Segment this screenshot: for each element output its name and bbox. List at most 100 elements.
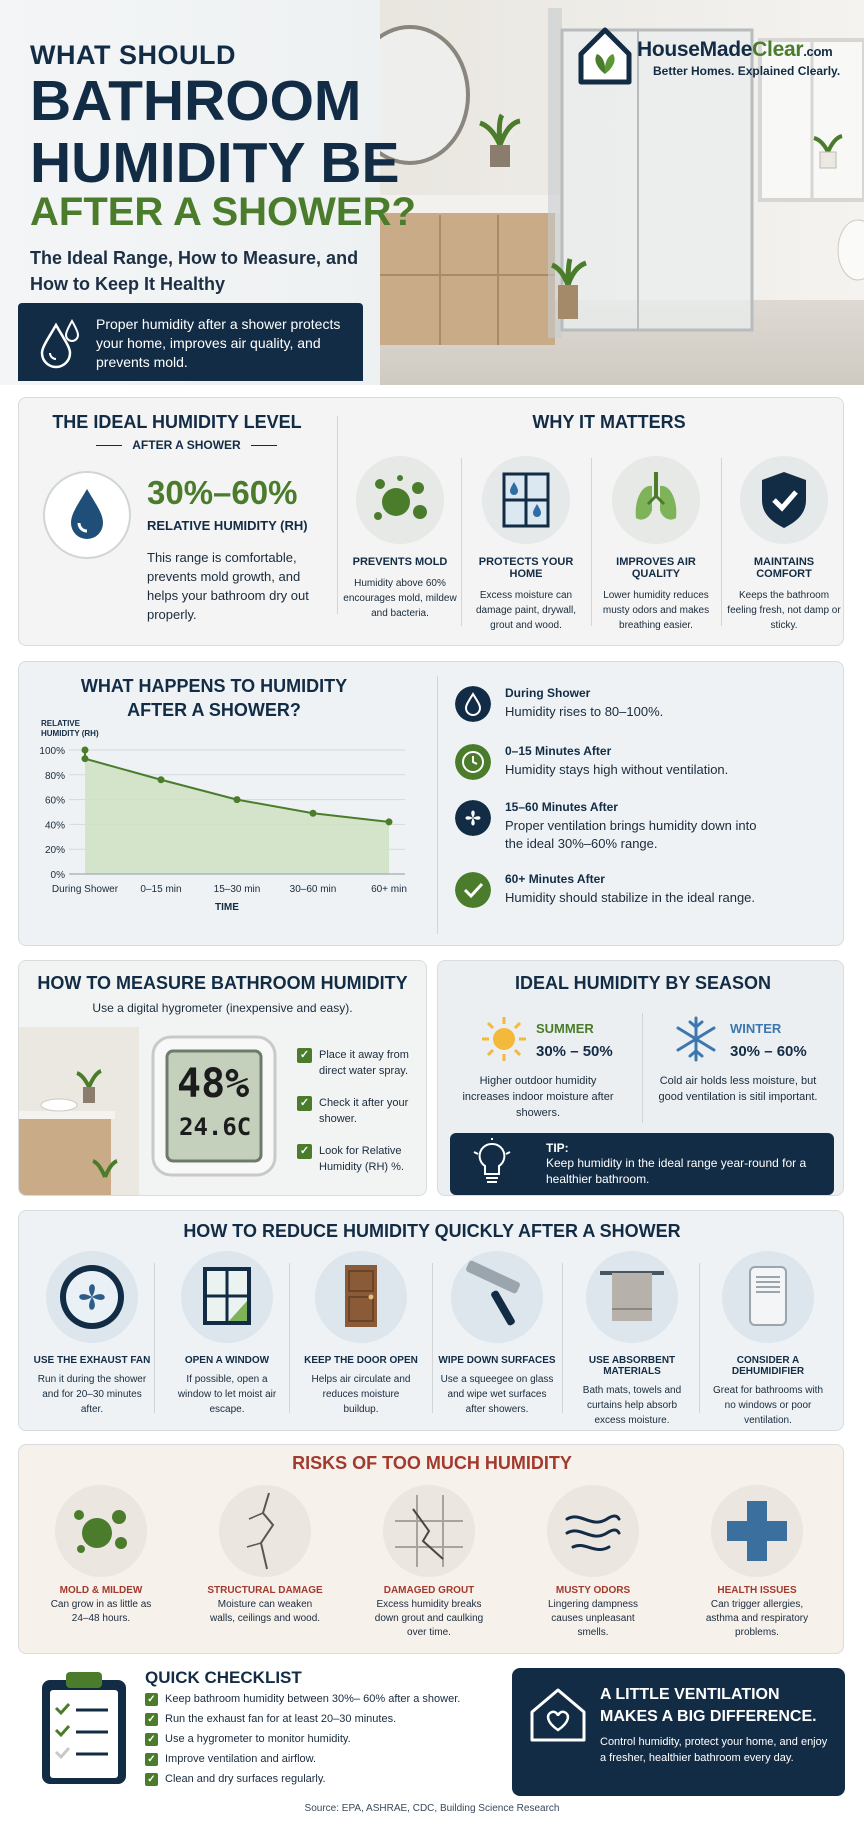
cracked-wall-icon [219, 1485, 311, 1577]
reduce-item-towel: USE ABSORBENT MATERIALS Bath mats, towel… [567, 1251, 697, 1428]
chart-y-tick-label: 40% [45, 820, 65, 831]
measure-panel: HOW TO MEASURE BATHROOM HUMIDITY Use a d… [18, 960, 427, 1196]
checklist-text: Run the exhaust fan for at least 20–30 m… [165, 1713, 397, 1725]
why-desc: Excess moisture can damage paint, drywal… [475, 590, 577, 631]
house-leaf-icon [578, 27, 632, 85]
mold-spores-icon [356, 456, 444, 544]
reduce-item-wipe: WIPE DOWN SURFACES Use a squeegee on gla… [432, 1251, 562, 1417]
cracked-tile-icon [383, 1485, 475, 1577]
sun-icon [482, 1017, 526, 1061]
checkmark-icon: ✓ [297, 1096, 312, 1111]
risk-item-grout: DAMAGED GROUT Excess humidity breaks dow… [359, 1485, 499, 1640]
reduce-label: WIPE DOWN SURFACES [438, 1355, 556, 1366]
reduce-desc: Great for bathrooms with no windows or p… [712, 1385, 824, 1426]
brand-logo: HouseMadeClear.com Better Homes. Explain… [575, 24, 845, 85]
chart-data-point [309, 809, 317, 817]
why-label: MAINTAINS COMFORT [753, 556, 815, 580]
source-note: Source: EPA, ASHRAE, CDC, Building Scien… [304, 1803, 560, 1814]
chart-y-tick-label: 100% [39, 746, 65, 757]
check-text: Place it away from direct water spray. [319, 1049, 409, 1077]
ideal-divider [337, 416, 338, 614]
checklist-title: QUICK CHECKLIST [145, 1668, 302, 1687]
risk-desc: Moisture can weaken walls, ceilings and … [209, 1599, 321, 1624]
why-title: WHY IT MATTERS [532, 412, 686, 432]
reduce-desc: Bath mats, towels and curtains help abso… [582, 1385, 682, 1426]
dehumidifier-icon [722, 1251, 814, 1343]
reduce-item-window: OPEN A WINDOW If possible, open a window… [162, 1251, 292, 1417]
chart-data-point [157, 776, 165, 784]
why-desc: Humidity above 60% encourages mold, mild… [343, 578, 457, 619]
logo-name: HouseMadeClear.com [637, 38, 833, 62]
checklist-text: Clean and dry surfaces regularly. [165, 1773, 326, 1785]
risk-label: DAMAGED GROUT [383, 1585, 475, 1596]
why-separator [721, 458, 722, 626]
reduce-separator [432, 1263, 433, 1413]
logo-name-a: HouseMade [637, 38, 753, 61]
chart-x-tick-label: During Shower [52, 884, 119, 895]
chart-y-tick-label: 80% [45, 771, 65, 782]
chart-data-point [81, 746, 89, 754]
risk-item-mold: MOLD & MILDEW Can grow in as little as 2… [31, 1485, 171, 1626]
checklist-item: ✓ Run the exhaust fan for at least 20–30 … [145, 1713, 397, 1726]
lungs-icon [612, 456, 700, 544]
check-text: Check it after your shower. [319, 1097, 409, 1125]
snowflake-icon [676, 1016, 716, 1062]
checklist-item: ✓ Keep bathroom humidity between 30%– 60%… [145, 1693, 461, 1706]
summer-name: SUMMER [536, 1021, 594, 1036]
why-item-air: IMPROVES AIR QUALITY Lower humidity redu… [597, 456, 715, 633]
reduce-desc: Use a squeegee on glass and wipe wet sur… [440, 1374, 554, 1415]
timeline-text: Humidity stays high without ventilation. [505, 762, 729, 777]
why-desc: Keeps the bathroom feeling fresh, not da… [727, 590, 841, 631]
season-divider [642, 1013, 643, 1123]
risk-label: MUSTY ODORS [555, 1585, 631, 1596]
checklist-text: Keep bathroom humidity between 30%– 60% … [165, 1693, 461, 1705]
risk-label: STRUCTURAL DAMAGE [207, 1585, 323, 1596]
reduce-item-fan: USE THE EXHAUST FAN Run it during the sh… [27, 1251, 157, 1417]
mold-spores-icon [55, 1485, 147, 1577]
winter-name: WINTER [730, 1021, 782, 1036]
wet-window-icon [482, 456, 570, 544]
checklist-item: ✓ Improve ventilation and airflow. [145, 1753, 316, 1766]
ideal-description: This range is comfortable, prevents mold… [147, 550, 309, 622]
vanity-background [19, 1027, 139, 1195]
medical-cross-icon [711, 1485, 803, 1577]
chart-y-tick-label: 20% [45, 845, 65, 856]
exhaust-fan-icon [46, 1251, 138, 1343]
risk-desc: Excess humidity breaks down grout and ca… [374, 1599, 484, 1638]
chart-y-tick-label: 60% [45, 796, 65, 807]
why-item-mold: PREVENTS MOLD Humidity above 60% encoura… [341, 456, 459, 621]
logo-name-c: .com [803, 44, 833, 59]
shield-check-icon [740, 456, 828, 544]
reduce-desc: Run it during the shower and for 20–30 m… [37, 1374, 147, 1415]
reduce-label: CONSIDER A DEHUMIDIFIER [731, 1355, 805, 1377]
checkmark-icon: ✓ [145, 1773, 158, 1786]
ventilation-text: Control humidity, protect your home, and… [600, 1736, 828, 1764]
open-window-icon [181, 1251, 273, 1343]
water-drop-icon [455, 686, 491, 722]
summer-range: 30% – 50% [536, 1043, 613, 1060]
tip-text: Keep humidity in the ideal range year-ro… [546, 1156, 807, 1186]
chart-x-axis-label: TIME [215, 902, 239, 913]
chart-x-tick-label: 15–30 min [214, 884, 261, 895]
winter-desc: Cold air holds less moisture, but good v… [658, 1075, 818, 1103]
chart-x-tick-label: 60+ min [371, 884, 407, 895]
hero-subtitle: The Ideal Range, How to Measure, and How… [30, 248, 359, 294]
why-label: PREVENTS MOLD [352, 556, 448, 568]
door-icon [315, 1251, 407, 1343]
reduce-label: KEEP THE DOOR OPEN [304, 1355, 418, 1366]
chart-x-tick-label: 0–15 min [140, 884, 181, 895]
check-text: Look for Relative Humidity (RH) %. [319, 1145, 404, 1173]
why-label: PROTECTS YOUR HOME [478, 556, 574, 580]
hygrometer-reading-top: 48% [177, 1061, 250, 1107]
why-label: IMPROVES AIR QUALITY [616, 556, 696, 580]
risk-desc: Can trigger allergies, asthma and respir… [705, 1599, 809, 1638]
winter-range: 30% – 60% [730, 1043, 807, 1060]
chart-data-point [385, 818, 393, 826]
clock-icon [455, 744, 491, 780]
hero-callout-box: Proper humidity after a shower protects … [18, 303, 363, 381]
checkmark-icon: ✓ [297, 1048, 312, 1063]
check-circle-icon [455, 872, 491, 908]
water-drops-icon [40, 318, 80, 369]
timeline-text: Humidity should stabilize in the ideal r… [505, 890, 756, 905]
